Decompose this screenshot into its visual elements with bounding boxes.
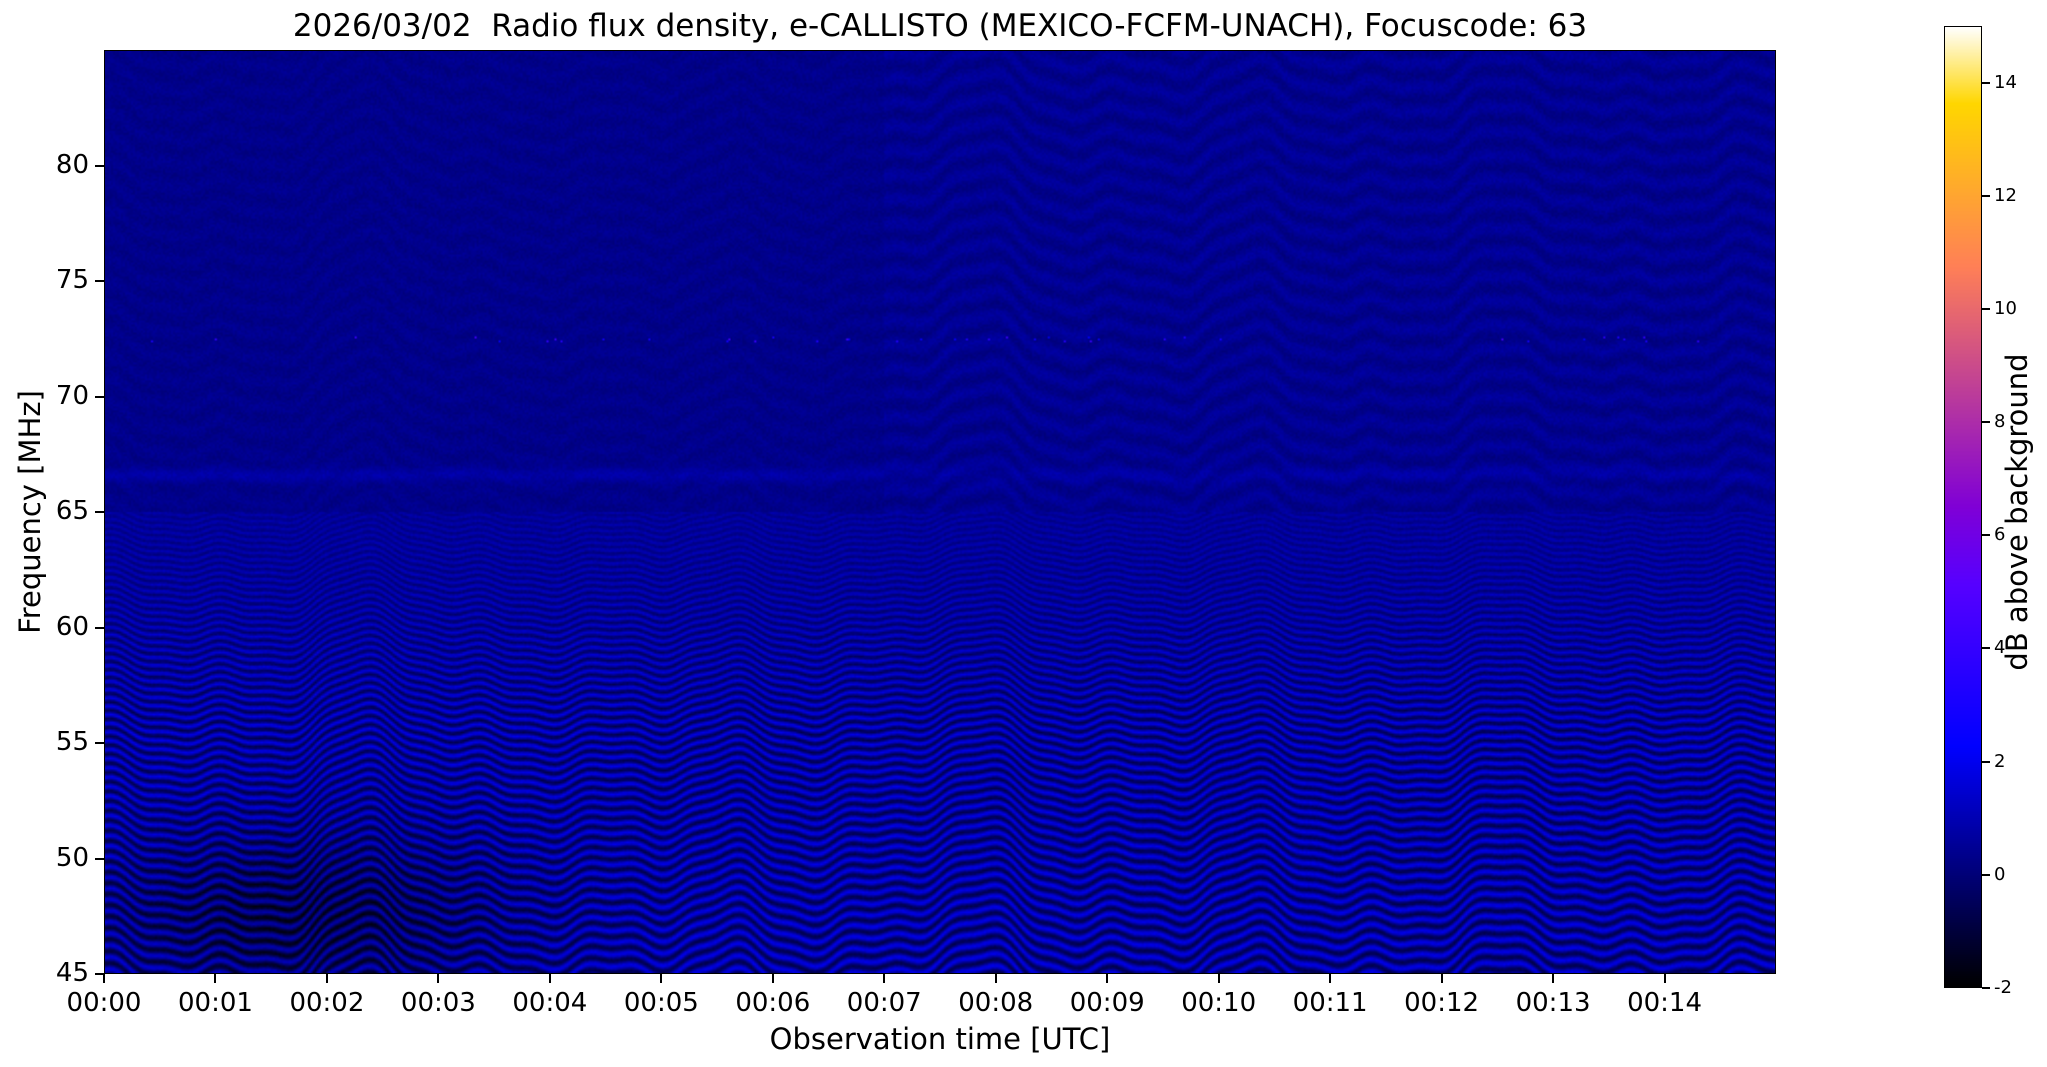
x-tick-label: 00:07 (846, 988, 922, 1018)
y-tick-label: 80 (55, 149, 89, 180)
x-tick-mark (660, 974, 663, 983)
x-tick-label: 00:02 (289, 988, 365, 1018)
y-tick-label: 45 (55, 958, 89, 988)
colorbar-tick-label: 12 (1994, 184, 2017, 206)
x-tick-label: 00:06 (735, 988, 811, 1018)
colorbar-tick-mark (1982, 307, 1990, 310)
y-tick-mark (95, 395, 104, 398)
x-tick-mark (1329, 974, 1332, 983)
y-tick-mark (95, 742, 104, 744)
x-tick-mark (1106, 974, 1109, 983)
colorbar-tick-label: 6 (1994, 524, 2006, 546)
colorbar-gradient-canvas (1945, 27, 1981, 987)
x-tick-label: 00:08 (958, 988, 1034, 1018)
colorbar-tick-mark (1982, 760, 1990, 763)
colorbar-tick-label: 4 (1994, 637, 2006, 659)
colorbar-tick-mark (1982, 873, 1990, 876)
x-tick-label: 00:05 (623, 988, 699, 1018)
x-tick-mark (1440, 974, 1443, 983)
x-tick-mark (771, 974, 774, 983)
x-tick-label: 00:14 (1627, 988, 1702, 1018)
x-tick-label: 00:10 (1181, 988, 1257, 1018)
colorbar-tick-label: 2 (1994, 750, 2006, 772)
colorbar-label: dB above background (2000, 353, 2034, 671)
colorbar-tick-mark (1982, 421, 1990, 424)
x-tick-mark (325, 974, 328, 983)
x-axis-label: Observation time [UTC] (769, 1022, 1111, 1056)
x-tick-label: 00:04 (512, 988, 588, 1018)
y-tick-label: 70 (55, 380, 89, 411)
x-tick-mark (437, 974, 440, 983)
colorbar-tick-label: 10 (1994, 297, 2017, 319)
colorbar-tick-label: 14 (1994, 71, 2017, 93)
x-tick-label: 00:11 (1292, 988, 1368, 1018)
x-tick-label: 00:00 (66, 988, 142, 1018)
chart-title: 2026/03/02 Radio flux density, e-CALLIST… (292, 8, 1588, 44)
colorbar-tick-mark (1982, 647, 1990, 650)
x-tick-label: 00:09 (1069, 988, 1145, 1018)
colorbar-tick-mark (1982, 534, 1990, 537)
colorbar-tick-mark (1982, 987, 1990, 989)
colorbar-tick-label: 8 (1994, 411, 2006, 433)
colorbar-tick-mark (1982, 81, 1990, 84)
x-tick-mark (214, 974, 217, 983)
x-tick-mark (994, 974, 997, 983)
spectrogram-heatmap-canvas (105, 51, 1775, 973)
y-tick-mark (95, 280, 104, 282)
x-tick-label: 00:12 (1404, 988, 1480, 1018)
y-tick-mark (95, 164, 104, 167)
x-tick-mark (1663, 974, 1666, 983)
x-tick-label: 00:01 (177, 988, 253, 1018)
colorbar (1944, 26, 1982, 988)
y-tick-label: 65 (55, 496, 89, 526)
colorbar-tick-label: -2 (1994, 977, 2012, 998)
plot-area (104, 50, 1776, 974)
y-tick-label: 50 (55, 842, 89, 873)
y-tick-mark (95, 857, 104, 860)
y-tick-label: 60 (55, 611, 89, 642)
y-tick-mark (95, 626, 104, 629)
x-tick-mark (103, 974, 105, 983)
colorbar-tick-label: 0 (1994, 863, 2006, 885)
y-tick-label: 55 (55, 727, 89, 757)
y-tick-mark (95, 511, 104, 513)
x-tick-mark (1217, 974, 1220, 983)
x-tick-mark (883, 974, 886, 983)
colorbar-tick-mark (1982, 194, 1990, 197)
x-tick-label: 00:13 (1515, 988, 1591, 1018)
x-tick-mark (1552, 974, 1555, 983)
x-tick-label: 00:03 (400, 988, 476, 1018)
y-tick-mark (95, 973, 104, 975)
y-tick-label: 75 (55, 265, 89, 295)
x-tick-mark (548, 974, 551, 983)
